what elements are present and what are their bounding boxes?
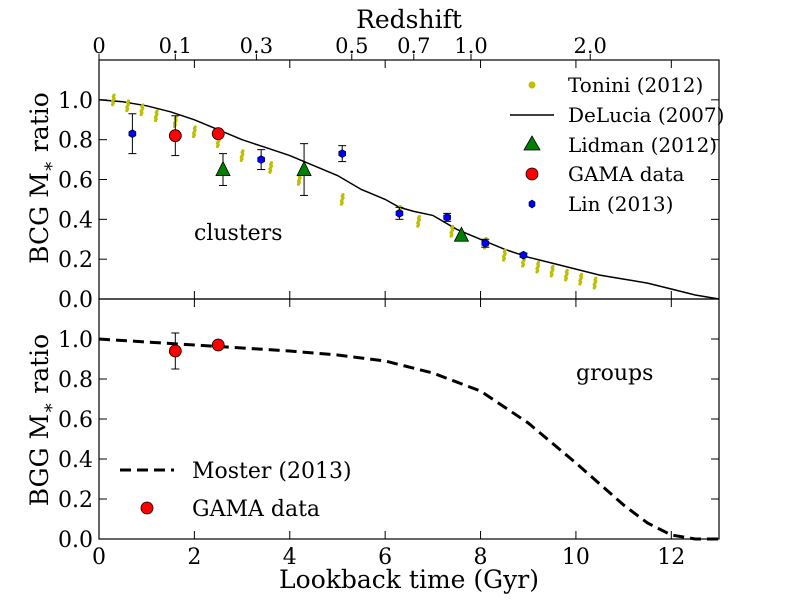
groups-panel: 0.0 0.2 0.4 0.6 0.8 1.0 0 2 4 6 8 10 12 xyxy=(58,298,720,570)
tonini-point xyxy=(451,224,455,229)
top-legend: Tonini (2012) DeLucia (2007) Lidman (201… xyxy=(510,73,724,216)
top-y-axis-title: BCG M∗ ratio xyxy=(25,92,59,264)
lin-point xyxy=(257,155,265,164)
legend-lidman-label: Lidman (2012) xyxy=(568,133,717,157)
xtick-label: 12 xyxy=(657,545,685,570)
tonini-point xyxy=(241,149,245,153)
lin-point xyxy=(519,250,528,260)
bottom-ytick-label: 0.2 xyxy=(58,488,93,513)
tonini-point xyxy=(503,248,507,253)
tonini-point xyxy=(126,99,131,103)
legend-gama-marker xyxy=(525,167,539,181)
top-ytick-label: 0.8 xyxy=(58,129,93,154)
tonini-point xyxy=(551,264,555,268)
lidman-point xyxy=(296,160,312,176)
redshift-tick-label: 1.0 xyxy=(454,34,487,58)
bottom-ytick-label: 0.8 xyxy=(58,368,93,393)
xtick-label: 2 xyxy=(187,545,201,570)
lidman-point xyxy=(215,160,231,176)
top-ytick-label: 0.2 xyxy=(58,248,93,273)
top-ytick-label: 0.0 xyxy=(58,288,93,313)
redshift-tick-label: 0.7 xyxy=(397,34,430,58)
lin-point xyxy=(395,209,404,218)
delucia-line xyxy=(98,99,720,300)
tonini-point xyxy=(579,272,584,276)
redshift-tick-label: 0 xyxy=(92,34,105,58)
groups-annotation: groups xyxy=(576,361,653,386)
redshift-tick-label: 0.5 xyxy=(335,34,368,58)
tonini-point xyxy=(193,125,197,129)
bottom-ytick-label: 0.6 xyxy=(58,408,93,433)
legend-tonini-label: Tonini (2012) xyxy=(568,73,703,97)
bottom-legend: Moster (2013) GAMA data xyxy=(120,459,352,522)
tonini-point xyxy=(341,193,345,197)
tonini-point xyxy=(141,103,145,107)
redshift-tick-label: 2.0 xyxy=(574,34,607,58)
tonini-point xyxy=(155,109,159,113)
gama-point-bottom xyxy=(211,338,225,352)
tonini-point xyxy=(112,93,116,97)
clusters-panel: 0.0 0.2 0.4 0.6 0.8 1.0 0 0.1 0.3 0.5 0.7 1.0 2.0 xyxy=(58,34,720,313)
legend-gama-label-bottom: GAMA data xyxy=(192,497,320,522)
legend-lin-label: Lin (2013) xyxy=(568,192,673,216)
top-ytick-label: 0.4 xyxy=(58,208,93,233)
legend-gama-label: GAMA data xyxy=(568,162,684,186)
gama-point xyxy=(211,127,225,141)
bottom-ytick-label: 1.0 xyxy=(58,328,93,353)
bottom-y-axis-title: BGG M∗ ratio xyxy=(25,334,59,506)
tonini-point xyxy=(594,276,598,280)
legend-lin-marker xyxy=(528,199,536,209)
lin-point xyxy=(338,149,347,158)
gama-point-bottom xyxy=(168,344,182,358)
lidman-point xyxy=(453,226,470,242)
xtick-label: 10 xyxy=(562,545,590,570)
x-axis-title: Lookback time (Gyr) xyxy=(279,565,539,594)
redshift-axis-title: Redshift xyxy=(356,5,462,34)
bottom-ytick-label: 0.0 xyxy=(58,528,93,553)
legend-delucia-label: DeLucia (2007) xyxy=(568,103,724,127)
legend-tonini-marker xyxy=(528,81,536,89)
lin-point xyxy=(481,238,490,248)
xtick-label: 4 xyxy=(283,545,297,570)
bottom-ytick-label: 0.4 xyxy=(58,448,93,473)
xtick-label: 6 xyxy=(378,545,392,570)
tonini-point xyxy=(269,161,274,165)
top-ytick-label: 0.6 xyxy=(58,169,93,194)
legend-lidman-marker xyxy=(523,135,541,151)
redshift-tick-label: 0.1 xyxy=(159,34,192,58)
legend-gama-marker-bottom xyxy=(140,501,154,515)
tonini-point xyxy=(417,214,421,219)
lin-point xyxy=(443,212,451,222)
xtick-label: 0 xyxy=(92,545,106,570)
xtick-label: 8 xyxy=(474,545,488,570)
top-ytick-label: 1.0 xyxy=(58,89,93,114)
redshift-tick-label: 0.3 xyxy=(240,34,273,58)
gama-point xyxy=(168,129,182,143)
legend-moster-label: Moster (2013) xyxy=(192,459,352,484)
lin-point xyxy=(128,129,137,139)
tonini-point xyxy=(536,260,541,264)
clusters-annotation: clusters xyxy=(194,221,282,246)
tonini-point xyxy=(565,268,569,272)
